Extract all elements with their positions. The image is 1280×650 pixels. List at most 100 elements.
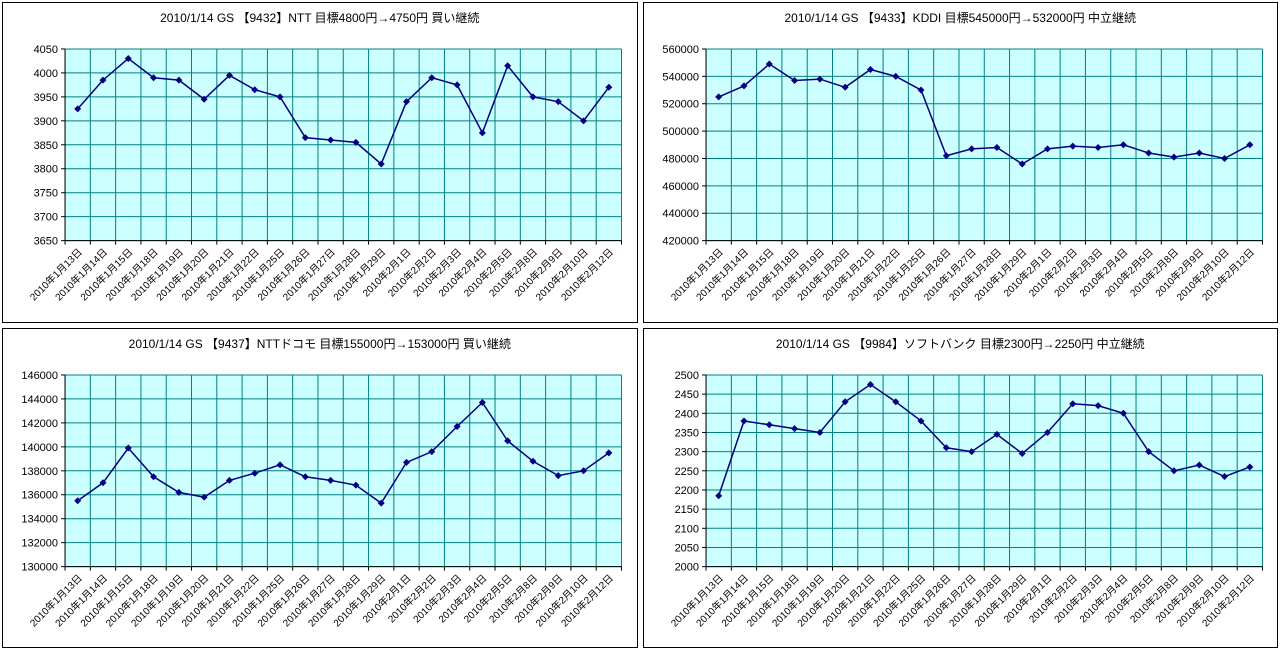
axes [701,48,1263,245]
data-point [529,457,537,465]
data-point [1068,142,1076,150]
data-point [428,74,436,82]
series-line [77,400,610,504]
data-point [124,55,132,63]
svg-text:2450: 2450 [674,389,698,401]
data-point [1144,447,1152,455]
data-point [150,74,158,82]
chart-title-ntt: 2010/1/14 GS 【9432】NTT 目標4800円→4750円 買い継… [160,11,480,25]
data-point [554,471,562,479]
svg-text:132000: 132000 [21,537,58,549]
x-axis-labels: 2010年1月13日2010年1月14日2010年1月15日2010年1月18日… [667,246,1256,304]
data-point [605,448,613,456]
data-point [1169,153,1177,161]
svg-text:560000: 560000 [662,44,699,56]
data-point [917,416,925,424]
data-point [276,460,284,468]
chart-panel-ntt: 2010/1/14 GS 【9432】NTT 目標4800円→4750円 買い継… [2,2,638,323]
svg-text:2300: 2300 [674,446,698,458]
data-point [377,499,385,507]
data-point [1245,141,1253,149]
svg-text:520000: 520000 [662,99,699,111]
data-point [714,93,722,101]
line-chart-kddi: 420000 440000 460000 480000 500000 520000 5400… [644,27,1278,322]
data-point [1195,461,1203,469]
svg-text:2500: 2500 [674,369,698,381]
data-point [1169,466,1177,474]
data-point [967,447,975,455]
svg-text:480000: 480000 [662,153,699,165]
y-axis-labels: 420000 440000 460000 480000 500000 520000 5400… [662,44,699,248]
data-point [225,476,233,484]
data-point [327,476,335,484]
y-axis-labels: 130000 132000 134000 136000 138000 140000 1420… [21,369,58,573]
data-point [866,380,874,388]
data-point [992,144,1000,152]
svg-text:3900: 3900 [34,116,58,128]
data-point [150,472,158,480]
svg-text:540000: 540000 [662,71,699,83]
data-point [529,93,537,101]
data-point [790,424,798,432]
svg-text:460000: 460000 [662,181,699,193]
series-line [717,63,1250,165]
data-point [1220,472,1228,480]
svg-text:3850: 3850 [34,140,58,152]
svg-text:130000: 130000 [21,561,58,573]
data-point [891,397,899,405]
svg-text:4050: 4050 [34,44,58,56]
data-point [739,82,747,90]
svg-text:140000: 140000 [21,441,58,453]
data-point [815,75,823,83]
data-point [790,76,798,84]
svg-text:2350: 2350 [674,427,698,439]
line-chart-docomo: 130000 132000 134000 136000 138000 140000 1420… [3,353,637,648]
data-point [428,447,436,455]
chart-panel-kddi: 2010/1/14 GS 【9433】KDDI 目標545000円→532000… [642,2,1278,323]
svg-text:420000: 420000 [662,236,699,248]
data-point [478,398,486,406]
svg-text:136000: 136000 [21,489,58,501]
data-point [377,160,385,168]
data-point [1245,462,1253,470]
data-point [352,481,360,489]
axes [701,373,1263,571]
data-point [580,117,588,125]
data-point [402,458,411,466]
chart-title-softbank: 2010/1/14 GS 【9984】ソフトバンク 目標2300円→2250円 … [775,336,1145,351]
data-point [815,428,823,436]
data-point [1144,149,1152,157]
svg-text:440000: 440000 [662,208,699,220]
data-point [1220,154,1228,162]
svg-text:144000: 144000 [21,393,58,405]
svg-text:2050: 2050 [674,542,698,554]
svg-text:3650: 3650 [34,236,58,248]
x-axis-labels: 2010年1月13日2010年1月14日2010年1月15日2010年1月18日… [27,571,616,629]
data-point [175,488,183,496]
svg-text:3700: 3700 [34,212,58,224]
svg-text:2000: 2000 [674,561,698,573]
series-line [717,383,1250,496]
data-point [200,493,208,501]
data-point [866,66,874,73]
line-chart-softbank: 2000 2050 2100 2150 2200 2250 2300 2350 2400 2450… [644,353,1278,648]
svg-text:3950: 3950 [34,92,58,104]
data-point [352,138,360,146]
series-line [77,57,610,166]
svg-text:142000: 142000 [21,417,58,429]
data-point [175,76,183,84]
data-point [124,444,132,452]
gridlines [705,48,1263,242]
svg-text:2200: 2200 [674,484,698,496]
svg-text:3800: 3800 [34,164,58,176]
chart-svg: 3650 3700 3750 3800 3850 3900 3950 4000 4050 2010… [27,44,622,303]
axes [61,48,622,245]
chart-svg: 420000 440000 460000 480000 500000 520000 5400… [662,44,1263,304]
chart-svg: 2000 2050 2100 2150 2200 2250 2300 2350 2400 2450… [667,369,1263,629]
svg-text:4000: 4000 [34,68,58,80]
data-point [891,72,899,80]
chart-svg: 130000 132000 134000 136000 138000 140000 1420… [21,369,622,629]
svg-text:2100: 2100 [674,523,698,535]
chart-title-kddi: 2010/1/14 GS 【9433】KDDI 目標545000円→532000… [784,11,1136,25]
